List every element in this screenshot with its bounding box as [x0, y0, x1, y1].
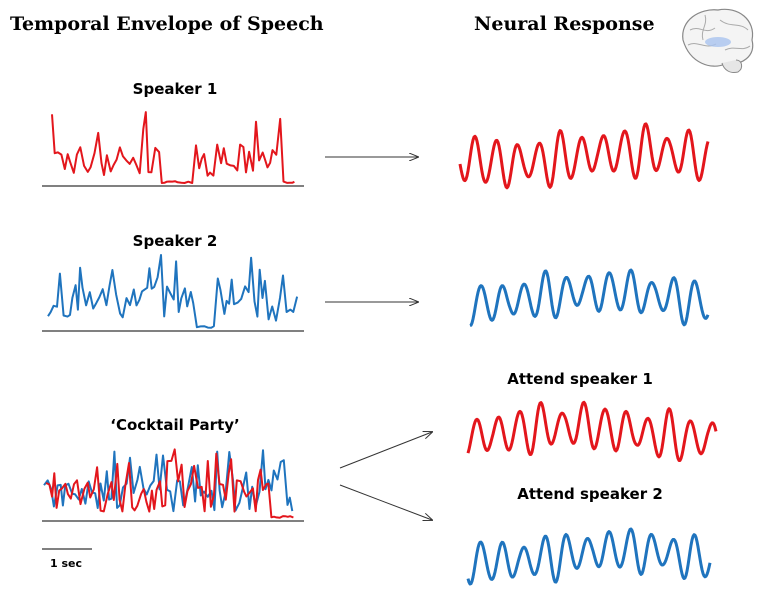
envelope-label: Speaker 2 [133, 232, 218, 250]
response-label: Attend speaker 2 [517, 485, 663, 503]
speech-envelope [47, 254, 299, 329]
scale-bar-label: 1 sec [50, 557, 82, 570]
speech-envelope [45, 448, 294, 519]
right-title: Neural Response [474, 13, 655, 35]
envelope-label: Speaker 1 [133, 80, 218, 98]
neural-response [458, 122, 710, 190]
neural-response [466, 527, 712, 586]
brain-icon [682, 8, 754, 73]
neural-response [469, 268, 710, 327]
arrow [339, 484, 432, 520]
envelope-label: ‘Cocktail Party’ [110, 416, 239, 434]
response-label: Attend speaker 1 [507, 370, 653, 388]
neural-response [466, 400, 718, 462]
speech-envelope [51, 111, 295, 184]
left-title: Temporal Envelope of Speech [10, 13, 324, 35]
arrow [339, 432, 432, 469]
